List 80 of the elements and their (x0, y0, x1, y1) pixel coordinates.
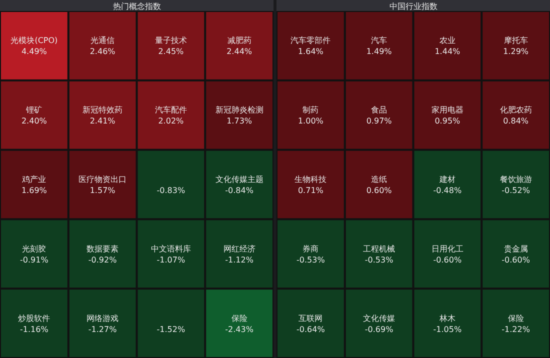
data-label: 0.84% (503, 116, 529, 126)
category-label: 量子技术 (154, 36, 187, 46)
data-label: -1.27% (88, 324, 118, 334)
data-label: 4.49% (21, 47, 48, 56)
category-label: 造纸 (371, 175, 388, 184)
category-label: 光模块(CPO) (10, 36, 58, 46)
data-label: 1.57% (90, 186, 116, 195)
data-label: -1.52% (156, 324, 186, 334)
data-label: -0.60% (502, 255, 530, 264)
category-label: 数据要素 (86, 244, 119, 254)
category-label: 光通信 (90, 36, 115, 46)
data-label: 2.46% (90, 47, 116, 56)
data-label: -0.60% (433, 255, 462, 264)
data-label: 2.41% (90, 116, 116, 126)
category-label: 网红经济 (223, 244, 256, 254)
data-label: -2.43% (225, 324, 254, 334)
category-label: 贵金属 (504, 244, 528, 254)
category-label: 摩托车 (504, 36, 528, 46)
data-label: 0.71% (298, 186, 324, 195)
data-label: 1.00% (298, 116, 324, 126)
data-label: -1.16% (20, 324, 49, 334)
category-label: 食品 (371, 106, 388, 115)
category-label: 汽车配件 (154, 106, 187, 115)
category-label: 鸡产业 (21, 175, 46, 184)
category-label: 光刻胶 (22, 244, 46, 254)
category-label: 餐饮旅游 (500, 175, 532, 184)
data-label: -1.05% (433, 324, 462, 334)
data-label: -1.12% (225, 255, 254, 264)
data-label: -0.83% (156, 186, 186, 195)
data-label: -0.91% (20, 255, 49, 264)
data-label: 0.60% (366, 186, 392, 195)
data-label: 1.64% (298, 47, 324, 56)
category-label: 工程机械 (363, 244, 396, 254)
category-label: 保险 (231, 314, 248, 323)
category-label: 炒股软件 (18, 314, 50, 323)
category-label: 日用化工 (431, 244, 464, 254)
category-label: 生物科技 (294, 175, 327, 184)
category-label: 制药 (302, 106, 319, 115)
category-label: 农业 (439, 36, 456, 46)
data-label: 2.44% (226, 47, 252, 56)
category-label: 新冠肺炎检测 (215, 106, 264, 115)
category-label: 化肥农药 (500, 106, 532, 115)
data-label: 2.40% (21, 116, 48, 126)
data-label: 1.44% (434, 47, 461, 56)
category-label: 林木 (438, 314, 456, 323)
category-label: 中文语料库 (150, 244, 191, 254)
category-label: 锂矿 (25, 106, 42, 115)
category-label: 文化传媒主题 (215, 175, 264, 184)
data-label: -0.53% (364, 255, 394, 264)
text: 热门概念指数 (112, 2, 161, 11)
data-label: -1.22% (502, 324, 530, 334)
data-label: 1.73% (226, 116, 252, 126)
category-label: 家用电器 (431, 106, 464, 115)
category-label: 汽车 (371, 36, 388, 46)
category-label: 汽车零部件 (290, 36, 331, 46)
category-label: 医疗物资出口 (78, 175, 127, 184)
data-label: 0.95% (434, 116, 461, 126)
category-label: 券商 (302, 244, 319, 254)
data-label: 1.29% (503, 47, 529, 56)
category-label: 新冠特效药 (82, 106, 123, 115)
category-label: 建材 (438, 175, 456, 184)
data-label: 2.45% (158, 47, 184, 56)
data-label: -0.53% (296, 255, 326, 264)
data-label: 1.49% (366, 47, 392, 56)
data-label: -0.64% (296, 324, 326, 334)
category-label: 文化传媒 (363, 314, 396, 323)
data-label: -0.69% (364, 324, 394, 334)
data-label: 0.97% (366, 116, 392, 126)
category-label: 减肥药 (227, 36, 252, 46)
data-label: -0.92% (88, 255, 118, 264)
data-label: -0.84% (225, 186, 254, 195)
category-label: 互联网 (298, 314, 323, 323)
text: 中国行业指数 (389, 2, 438, 11)
data-label: -0.48% (433, 186, 462, 195)
data-label: 1.69% (21, 186, 48, 195)
category-label: 网络游戏 (86, 314, 119, 323)
category-label: 保险 (508, 314, 524, 323)
data-label: 2.02% (158, 116, 184, 126)
data-label: -1.07% (156, 255, 186, 264)
data-label: -0.52% (502, 186, 530, 195)
